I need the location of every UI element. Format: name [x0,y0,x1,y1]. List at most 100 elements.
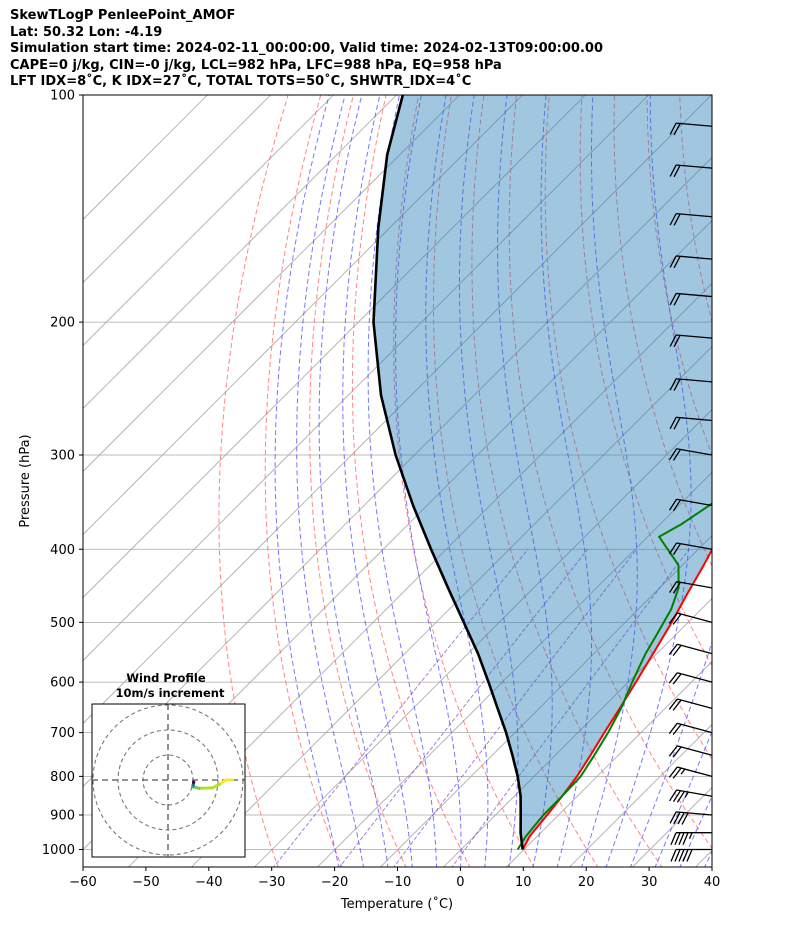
barb-flag [672,581,682,594]
moist-adiabat [679,794,712,867]
barb-staff [677,745,713,756]
time-line: Simulation start time: 2024-02-11_00:00:… [10,41,603,56]
y-tick-label: 100 [50,89,75,104]
barb-flag [672,543,682,555]
barb-flag [668,612,678,624]
y-tick-label: 1000 [42,843,75,858]
wind-barb [668,448,713,461]
moist-adiabat [605,95,692,867]
barb-flag [674,849,681,862]
wind-barb [669,416,713,430]
isotherm-line [83,95,712,725]
isotherm-line [83,95,460,473]
background-lines [83,95,794,869]
moist-adiabat [367,95,438,867]
barb-flag [672,767,682,779]
y-tick-label: 600 [50,676,75,691]
barb-staff [676,378,713,383]
barb-flag [672,790,682,802]
chart-header: SkewTLogP PenleePoint_AMOF Lat: 50.32 Lo… [10,8,603,91]
barb-flag [670,832,677,845]
barb-flag [669,334,677,347]
wind-barbs [668,122,713,862]
barb-staff [676,255,713,260]
barb-staff [677,698,713,709]
barb-staff [676,122,713,127]
barb-flag [672,613,682,625]
barb-flag [680,768,686,775]
dry-adiabat [432,95,599,867]
barb-flag [673,213,681,226]
moist-adiabat [629,640,712,867]
wind-barb [668,580,713,594]
barb-flag [681,812,689,825]
dry-adiabat [264,95,343,867]
barb-flag [673,378,681,391]
barb-staff [677,612,713,624]
temperature-line [521,547,712,850]
x-tick-label: 10 [515,875,532,890]
moist-adiabat [274,95,340,867]
index-line: LFT IDX=8˚C, K IDX=27˚C, TOTAL TOTS=50˚C… [10,74,472,89]
barb-flag [682,849,689,862]
barb-staff [676,789,713,797]
x-tick-label: −40 [195,875,222,890]
barb-staff [677,766,713,778]
isotherm-line [83,95,271,284]
isotherm-line [83,95,649,662]
y-tick-label: 400 [50,543,75,558]
barb-flag [669,213,677,226]
dry-adiabat [351,95,471,867]
wind-barb [668,612,713,625]
wind-barb [668,643,713,657]
moist-adiabat [540,95,592,867]
barb-flag [676,791,685,803]
x-axis-label: Temperature (˚C) [340,896,453,912]
dry-adiabat [745,95,794,869]
y-tick-label: 800 [50,770,75,785]
barb-flag [673,417,681,430]
wind-barb [668,698,713,711]
wind-barb [668,542,713,555]
barb-flag [677,812,685,825]
wind-profile-inset: Wind Profile 10m/s increment [91,671,246,858]
isotherm-line [83,95,397,410]
axes: −60 −50 −40 −30 −20 −10 0 10 20 30 40 100 200 300 400 5… [42,89,720,891]
moist-adiabat [395,95,462,867]
x-tick-label: −60 [69,875,96,890]
barb-flag [672,673,682,685]
barb-flag [672,644,682,657]
wind-barb [669,255,713,269]
isotherm-line [569,723,712,867]
barb-staff [676,580,713,589]
dry-adiabat [393,95,535,867]
barb-flag [673,293,681,306]
isotherm-line [443,597,712,867]
barb-staff [676,334,713,339]
barb-staff [676,811,713,816]
moist-adiabat [654,730,712,867]
x-tick-label: −10 [384,875,411,890]
inset-title: Wind Profile [126,671,206,685]
barb-flag [673,123,681,136]
moist-adiabat [296,95,364,867]
barb-flag [668,766,678,778]
barb-flag [669,255,677,268]
dry-adiabat [646,95,712,457]
barb-flag [668,581,678,593]
moist-adiabat [459,95,519,867]
y-tick-label: 500 [50,616,75,631]
dry-adiabat [471,95,663,867]
hodograph-segment [197,786,214,790]
mixing-ratio-line [273,548,529,867]
dry-adiabat [218,95,289,867]
isotherm-line [254,408,712,867]
barb-flag [672,746,682,758]
isotherm-line [191,345,712,867]
dry-adiabat [613,95,712,567]
dry-adiabat [778,95,794,869]
x-tick-label: −50 [132,875,159,890]
barb-flag [673,165,681,178]
wind-barb [668,745,713,758]
